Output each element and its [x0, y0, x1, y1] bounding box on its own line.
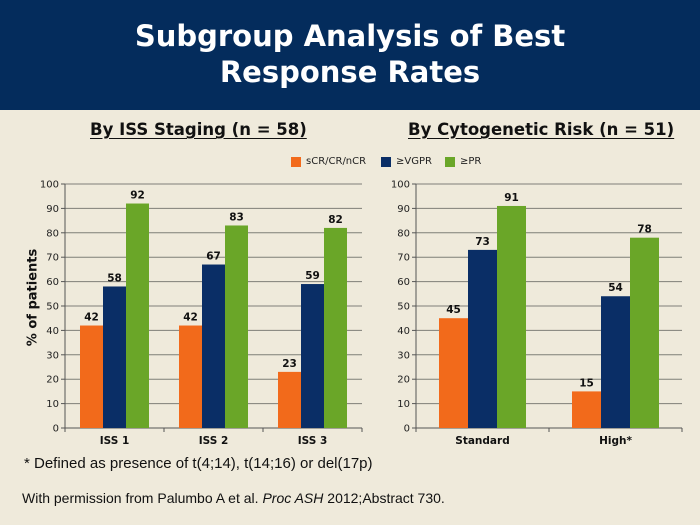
citation: With permission from Palumbo A et al. Pr… — [22, 490, 445, 506]
legend-swatch-scr — [291, 156, 301, 167]
citation-prefix: With permission from Palumbo A et al. — [22, 490, 263, 506]
cyto-y-tick-label: 10 — [397, 399, 410, 410]
cyto-data-label: 45 — [446, 304, 461, 316]
iss-y-tick-label: 10 — [46, 399, 59, 410]
footnote: * Defined as presence of t(4;14), t(14;1… — [24, 455, 373, 472]
iss-category-label: ISS 2 — [199, 435, 229, 447]
iss-data-label: 67 — [206, 251, 221, 263]
iss-data-label: 42 — [84, 312, 99, 324]
iss-category-label: ISS 3 — [298, 435, 328, 447]
citation-journal: Proc ASH — [262, 490, 324, 506]
cyto-bar — [601, 296, 630, 428]
cyto-bar — [630, 237, 659, 428]
cyto-bar — [572, 391, 601, 428]
cyto-bar — [439, 318, 468, 428]
iss-bar — [103, 286, 126, 428]
iss-y-tick-label: 80 — [46, 228, 59, 239]
iss-bar — [324, 227, 347, 428]
legend-swatch-pr — [445, 156, 455, 167]
slide-header: Subgroup Analysis of Best Response Rates — [0, 0, 700, 110]
iss-bar — [126, 203, 149, 428]
slide-title: Subgroup Analysis of Best Response Rates — [0, 18, 700, 90]
iss-bar — [278, 371, 301, 428]
iss-data-label: 83 — [229, 211, 244, 223]
iss-data-label: 82 — [328, 214, 343, 226]
iss-bar — [202, 264, 225, 428]
iss-data-label: 23 — [282, 358, 297, 370]
iss-bar — [301, 284, 324, 428]
cytogenetic-chart-title: By Cytogenetic Risk (n = 51) — [408, 120, 675, 139]
iss-data-label: 58 — [107, 272, 122, 284]
cyto-y-tick-label: 100 — [391, 180, 410, 191]
legend-item-scr: sCR/CR/nCR — [291, 156, 366, 167]
cyto-bar — [497, 205, 526, 428]
cyto-data-label: 91 — [504, 192, 519, 204]
iss-y-tick-label: 20 — [46, 375, 59, 386]
cyto-data-label: 73 — [475, 236, 490, 248]
iss-y-tick-label: 100 — [40, 180, 59, 191]
cyto-y-tick-label: 0 — [404, 424, 410, 435]
iss-y-tick-label: 50 — [46, 302, 59, 313]
legend-label-vgpr: ≥VGPR — [396, 156, 432, 167]
cyto-y-tick-label: 70 — [397, 253, 410, 264]
iss-y-tick-label: 30 — [46, 350, 59, 361]
iss-y-tick-label: 90 — [46, 204, 59, 215]
iss-bar — [179, 325, 202, 428]
iss-bar — [80, 325, 103, 428]
iss-y-tick-label: 70 — [46, 253, 59, 264]
cyto-data-label: 78 — [637, 224, 652, 236]
iss-data-label: 42 — [183, 312, 198, 324]
cyto-data-label: 15 — [579, 377, 594, 389]
iss-y-tick-label: 40 — [46, 326, 59, 337]
iss-data-label: 59 — [305, 270, 320, 282]
citation-suffix: 2012;Abstract 730. — [323, 490, 445, 506]
iss-y-tick-label: 60 — [46, 277, 59, 288]
legend-item-vgpr: ≥VGPR — [381, 156, 432, 167]
iss-category-label: ISS 1 — [100, 435, 130, 447]
slide-title-line-1: Subgroup Analysis of Best — [134, 19, 566, 53]
cyto-y-tick-label: 20 — [397, 375, 410, 386]
cyto-category-label: High* — [599, 435, 632, 447]
legend-label-scr: sCR/CR/nCR — [306, 156, 367, 167]
cyto-y-tick-label: 40 — [397, 326, 410, 337]
cyto-category-label: Standard — [455, 435, 509, 447]
iss-chart-title: By ISS Staging (n = 58) — [90, 120, 307, 139]
cyto-bar — [468, 249, 497, 428]
iss-data-label: 92 — [130, 190, 145, 202]
iss-y-tick-label: 0 — [53, 424, 59, 435]
slide-title-line-2: Response Rates — [219, 55, 481, 89]
legend-swatch-vgpr — [381, 156, 391, 167]
cyto-y-tick-label: 60 — [397, 277, 410, 288]
cyto-y-tick-label: 30 — [397, 350, 410, 361]
iss-bar — [225, 225, 248, 428]
legend-label-pr: ≥PR — [460, 156, 482, 167]
cyto-y-tick-label: 50 — [397, 302, 410, 313]
cyto-y-tick-label: 90 — [397, 204, 410, 215]
legend-item-pr: ≥PR — [445, 156, 481, 167]
cyto-y-tick-label: 80 — [397, 228, 410, 239]
cyto-data-label: 54 — [608, 282, 623, 294]
chart-legend: sCR/CR/nCR ≥VGPR ≥PR — [0, 156, 700, 170]
